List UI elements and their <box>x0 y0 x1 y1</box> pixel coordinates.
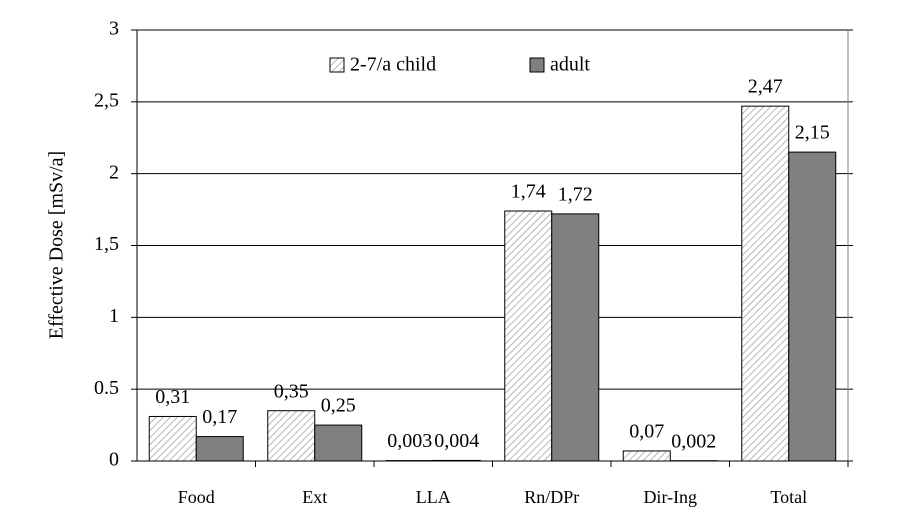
y-axis-label: Effective Dose [mSv/a] <box>46 151 68 339</box>
y-tick-label: 2,5 <box>94 89 119 111</box>
value-label: 0,002 <box>671 430 716 452</box>
legend-swatch <box>529 57 545 73</box>
value-label: 0,07 <box>629 421 664 443</box>
bar <box>314 424 363 462</box>
y-tick-label: 1,5 <box>94 233 119 255</box>
bar <box>267 410 316 462</box>
bar <box>788 151 837 462</box>
value-label: 1,74 <box>511 181 546 203</box>
x-tick-label: Total <box>770 487 807 507</box>
y-tick-label: 2 <box>109 161 119 183</box>
y-tick-label: 1 <box>109 305 119 327</box>
bar <box>195 436 244 462</box>
x-tick-label: Ext <box>302 487 327 507</box>
x-tick-label: LLA <box>416 487 451 507</box>
y-tick-label: 3 <box>109 18 119 40</box>
bar <box>622 450 671 462</box>
value-label: 0,35 <box>274 380 309 402</box>
value-label: 0,004 <box>434 430 479 452</box>
value-label: 0,31 <box>155 386 190 408</box>
y-tick-label: 0 <box>109 449 119 471</box>
bar <box>741 105 790 462</box>
value-label: 0,003 <box>387 430 432 452</box>
x-tick-label: Food <box>178 487 215 507</box>
bar <box>504 210 553 462</box>
legend-swatch <box>329 57 345 73</box>
value-label: 2,15 <box>795 122 830 144</box>
legend-label: 2-7/a child <box>350 54 436 76</box>
value-label: 0,25 <box>321 395 356 417</box>
x-tick-label: Rn/DPr <box>524 487 579 507</box>
bar <box>551 213 600 462</box>
bar <box>148 415 197 462</box>
value-label: 0,17 <box>202 406 237 428</box>
value-label: 2,47 <box>748 76 783 98</box>
legend-label: adult <box>550 54 590 76</box>
y-tick-label: 0.5 <box>94 377 119 399</box>
x-tick-label: Dir-Ing <box>643 487 697 507</box>
value-label: 1,72 <box>558 183 593 205</box>
